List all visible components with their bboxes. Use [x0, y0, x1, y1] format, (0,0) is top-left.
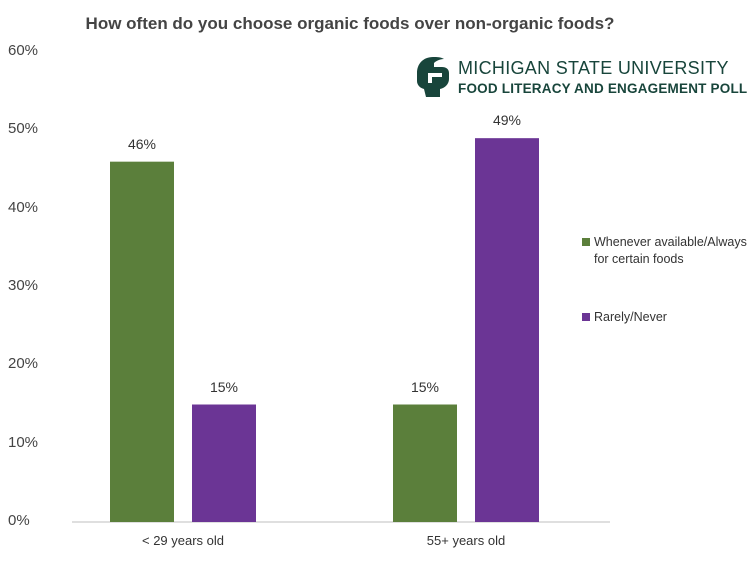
logo-university-name: MICHIGAN STATE UNIVERSITY: [458, 58, 729, 78]
bar-data-label: 49%: [492, 112, 522, 129]
x-tick-label: 55+ years old: [426, 533, 506, 548]
bar-data-label: 15%: [410, 378, 440, 395]
legend-swatch-always: [582, 238, 590, 246]
y-tick-label: 30%: [8, 277, 39, 294]
bar-always-1: [393, 404, 457, 522]
y-tick-label: 0%: [8, 512, 30, 529]
legend-label-always: Whenever available/Always for certain fo…: [594, 235, 747, 266]
y-tick-label: 60%: [8, 42, 39, 59]
bar-data-label: 15%: [209, 378, 239, 395]
y-tick-label: 50%: [8, 120, 39, 138]
y-tick-label: 10%: [8, 433, 39, 451]
spartan-helmet-icon: [417, 57, 449, 97]
x-tick-label: < 29 years old: [141, 533, 225, 548]
chart-title: How often do you choose organic foods ov…: [85, 14, 615, 33]
legend-swatch-rarely: [582, 313, 590, 321]
bar-rarely-0: [192, 404, 256, 522]
y-tick-label: 20%: [8, 355, 39, 373]
bar-data-label: 46%: [127, 135, 157, 152]
y-tick-label: 40%: [8, 198, 39, 216]
logo-poll-name: FOOD LITERACY AND ENGAGEMENT POLL: [458, 81, 748, 96]
bar-rarely-1: [475, 138, 539, 522]
bar-always-0: [110, 161, 174, 522]
legend-label-rarely: Rarely/Never: [594, 310, 667, 324]
msu-logo: MICHIGAN STATE UNIVERSITY FOOD LITERACY …: [414, 55, 748, 101]
